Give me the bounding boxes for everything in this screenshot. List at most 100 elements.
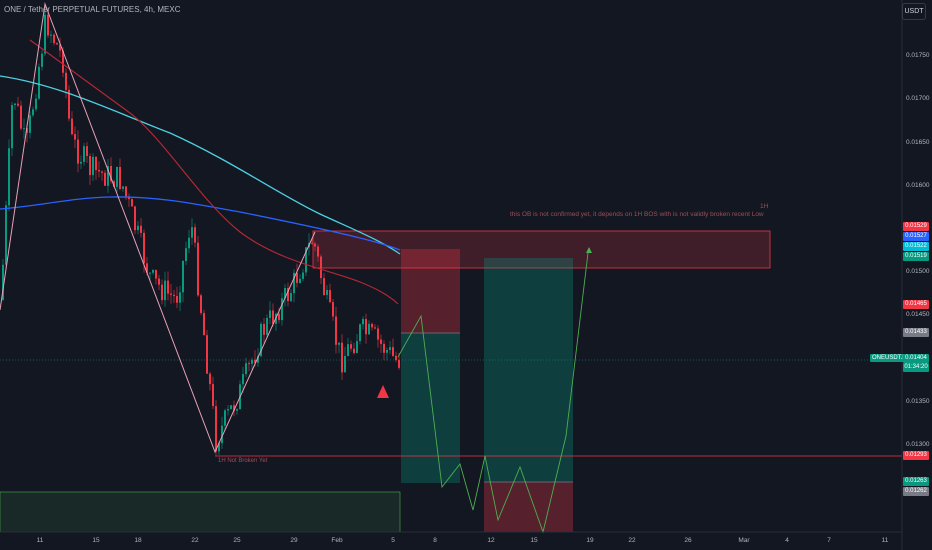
candle-body <box>287 288 289 302</box>
price-tag: 0.01433 <box>903 328 929 337</box>
price-tag: 0.01293 <box>903 451 929 460</box>
candle-body <box>167 280 169 294</box>
candle-body <box>146 263 148 273</box>
candle-body <box>161 284 163 301</box>
candle-body <box>71 118 73 135</box>
price-tick: 0.01300 <box>906 441 930 448</box>
candle-body <box>92 156 94 176</box>
ob-note-label: this OB is not confirmed yet, it depends… <box>510 211 764 218</box>
order-block-zone <box>312 230 771 269</box>
candle-body <box>323 278 325 295</box>
candle-body <box>206 335 208 374</box>
candle-body <box>272 310 274 324</box>
candle-body <box>332 302 334 317</box>
date-tick: 5 <box>391 537 395 544</box>
candle-body <box>113 181 115 187</box>
candle-body <box>350 344 352 349</box>
demand-zone <box>0 491 401 533</box>
candle-body <box>254 359 256 363</box>
candle-body <box>257 356 259 363</box>
date-tick: 29 <box>290 537 298 544</box>
short-position-stop <box>401 249 460 333</box>
date-tick: 12 <box>487 537 495 544</box>
candle-body <box>143 232 145 264</box>
candle-body <box>188 237 190 249</box>
candle-body <box>335 316 337 345</box>
symbol-title[interactable]: ONE / Tether PERPETUAL FUTURES, 4h, MEXC <box>4 5 181 14</box>
candle-body <box>197 242 199 296</box>
candle-body <box>356 341 358 354</box>
candle-body <box>8 148 10 206</box>
currency-button[interactable]: USDT <box>902 3 926 20</box>
date-tick: 19 <box>586 537 594 544</box>
price-tag: 0.01262 <box>903 487 929 496</box>
candle-body <box>155 269 157 279</box>
projection-path <box>397 252 589 534</box>
date-tick: 15 <box>530 537 538 544</box>
candle-body <box>59 44 61 51</box>
price-tick: 0.01700 <box>906 95 930 102</box>
candle-body <box>227 409 229 411</box>
candle-body <box>320 256 322 279</box>
candle-body <box>293 272 295 294</box>
short-position-target <box>401 333 460 483</box>
candle-body <box>314 243 316 247</box>
candle-body <box>2 264 4 300</box>
sell-arrow-icon <box>377 385 389 398</box>
candle-body <box>395 355 397 360</box>
candle-body <box>380 339 382 344</box>
current-symbol-tag: ONEUSDT.P <box>870 354 907 362</box>
date-tick: 25 <box>233 537 241 544</box>
candle-body <box>20 105 22 129</box>
date-tick: Mar <box>738 537 750 544</box>
candle-body <box>338 342 340 345</box>
candle-body <box>149 272 151 274</box>
candle-body <box>23 128 25 130</box>
price-tick: 0.01650 <box>906 139 930 146</box>
candle-body <box>326 290 328 295</box>
candle-body <box>341 342 343 373</box>
candle-body <box>233 405 235 411</box>
candle-body <box>101 171 103 173</box>
candle-body <box>125 186 127 197</box>
candle-body <box>221 425 223 444</box>
candle-body <box>44 14 46 54</box>
date-tick: 11 <box>881 537 889 544</box>
price-tick: 0.01350 <box>906 398 930 405</box>
candle-body <box>176 296 178 303</box>
date-tick: 22 <box>628 537 636 544</box>
price-tag: 0.01529 <box>903 222 929 231</box>
candle-body <box>209 373 211 385</box>
candle-body <box>248 363 250 365</box>
candle-body <box>371 323 373 328</box>
price-tick: 0.01600 <box>906 182 930 189</box>
candle-body <box>62 50 64 73</box>
candle-body <box>50 34 52 36</box>
candle-body <box>281 298 283 321</box>
candle-body <box>392 347 394 356</box>
candle-body <box>212 384 214 407</box>
candle-body <box>347 344 349 356</box>
candles <box>2 5 400 456</box>
current-price-tag: 0.01404 <box>903 354 929 363</box>
candle-body <box>377 328 379 340</box>
candle-body <box>266 318 268 335</box>
candle-body <box>344 355 346 373</box>
candle-body <box>110 165 112 182</box>
candle-body <box>56 43 58 45</box>
candle-body <box>53 34 55 44</box>
candle-body <box>17 103 19 106</box>
candle-body <box>200 295 202 313</box>
candle-body <box>68 89 70 119</box>
candle-body <box>98 170 100 172</box>
candle-body <box>89 156 91 176</box>
candle-body <box>317 246 319 257</box>
price-tag: 0.01263 <box>903 477 929 486</box>
candle-body <box>260 323 262 357</box>
candle-body <box>164 280 166 301</box>
date-tick: 8 <box>433 537 437 544</box>
candle-body <box>398 359 400 368</box>
candle-body <box>77 139 79 164</box>
